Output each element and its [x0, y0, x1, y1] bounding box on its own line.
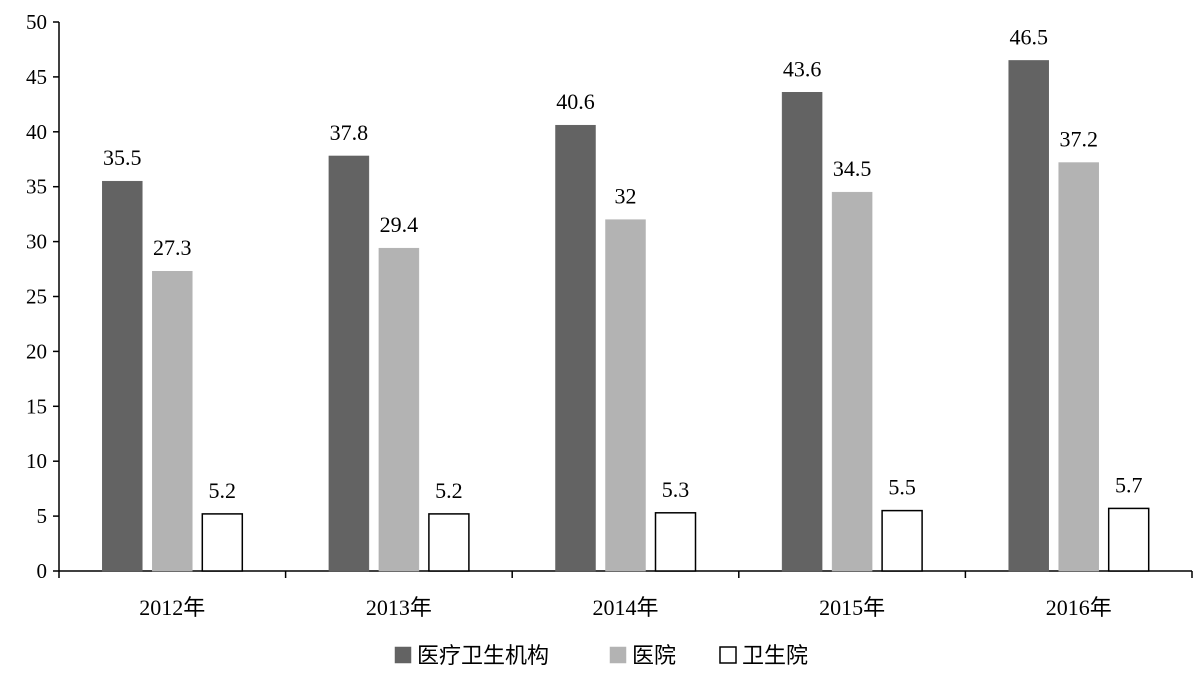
y-tick-label: 35 — [26, 175, 47, 199]
legend-label: 医院 — [632, 643, 676, 668]
data-label: 5.2 — [435, 478, 463, 503]
y-tick-label: 5 — [37, 504, 48, 528]
data-label: 43.6 — [783, 56, 822, 81]
bars — [102, 60, 1150, 572]
data-label: 5.3 — [662, 477, 690, 502]
y-tick-label: 10 — [26, 449, 47, 473]
y-tick-label: 0 — [37, 559, 48, 583]
bar — [328, 155, 370, 572]
x-category-label: 2016年 — [1046, 595, 1112, 620]
legend-label: 医疗卫生机构 — [417, 643, 549, 668]
data-label: 37.8 — [330, 120, 369, 145]
bar — [1008, 60, 1049, 572]
data-label: 40.6 — [556, 89, 595, 114]
bar — [102, 180, 143, 572]
y-tick-label: 50 — [26, 10, 47, 34]
x-category-label: 2015年 — [819, 595, 885, 620]
data-label: 34.5 — [833, 156, 872, 181]
bar — [152, 270, 193, 572]
x-axis: 2012年 2013年 2014年 2015年 2016年 — [58, 570, 1193, 620]
x-category-label: 2014年 — [592, 595, 658, 620]
y-axis: 0 5 10 15 20 25 30 35 40 45 50 — [26, 10, 60, 583]
y-tick-label: 25 — [26, 285, 47, 309]
bar — [781, 92, 823, 572]
data-label: 37.2 — [1059, 127, 1098, 152]
data-labels: 35.5 37.8 40.6 43.6 46.5 27.3 29.4 32 34.5 37.2 5.… — [103, 24, 1142, 502]
bar — [1107, 507, 1150, 572]
bar — [605, 219, 646, 572]
data-label: 32 — [615, 184, 637, 209]
bar — [201, 513, 244, 572]
data-label: 5.5 — [888, 475, 916, 500]
bar — [831, 191, 873, 572]
y-tick-label: 45 — [26, 65, 47, 89]
legend-swatch — [394, 646, 412, 664]
data-label: 5.2 — [209, 478, 237, 503]
y-tick-label: 30 — [26, 230, 47, 254]
bar — [654, 512, 697, 572]
bar — [1058, 162, 1099, 572]
bar — [378, 247, 420, 572]
y-tick-label: 15 — [26, 394, 47, 418]
data-label: 29.4 — [380, 212, 419, 237]
legend-swatch — [719, 646, 737, 664]
bar — [555, 124, 596, 572]
legend-swatch — [609, 646, 627, 664]
bar — [428, 513, 470, 572]
x-category-label: 2012年 — [139, 595, 205, 620]
data-label: 5.7 — [1115, 472, 1143, 497]
y-tick-label: 40 — [26, 120, 47, 144]
legend: 医疗卫生机构 医院 卫生院 — [394, 643, 808, 668]
data-label: 46.5 — [1009, 24, 1048, 49]
legend-label: 卫生院 — [742, 643, 808, 668]
data-label: 27.3 — [153, 235, 192, 260]
bar — [881, 509, 923, 572]
y-tick-label: 20 — [26, 339, 47, 363]
data-label: 35.5 — [103, 145, 142, 170]
x-category-label: 2013年 — [366, 595, 432, 620]
